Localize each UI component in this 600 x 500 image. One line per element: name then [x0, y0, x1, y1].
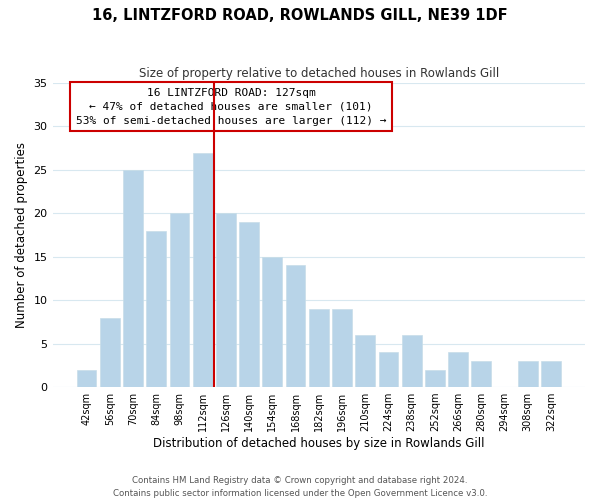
Bar — [216, 214, 236, 387]
Bar — [170, 214, 190, 387]
Bar — [262, 257, 282, 387]
Bar — [193, 152, 212, 387]
Bar — [332, 309, 352, 387]
Bar — [239, 222, 259, 387]
Title: Size of property relative to detached houses in Rowlands Gill: Size of property relative to detached ho… — [139, 68, 499, 80]
Bar — [100, 318, 119, 387]
Bar — [146, 230, 166, 387]
Bar — [448, 352, 468, 387]
Bar — [425, 370, 445, 387]
Bar — [355, 335, 375, 387]
Bar — [379, 352, 398, 387]
Text: Contains HM Land Registry data © Crown copyright and database right 2024.
Contai: Contains HM Land Registry data © Crown c… — [113, 476, 487, 498]
Text: 16 LINTZFORD ROAD: 127sqm
← 47% of detached houses are smaller (101)
53% of semi: 16 LINTZFORD ROAD: 127sqm ← 47% of detac… — [76, 88, 386, 126]
Bar — [286, 266, 305, 387]
Y-axis label: Number of detached properties: Number of detached properties — [15, 142, 28, 328]
Text: 16, LINTZFORD ROAD, ROWLANDS GILL, NE39 1DF: 16, LINTZFORD ROAD, ROWLANDS GILL, NE39 … — [92, 8, 508, 22]
Bar — [541, 361, 561, 387]
Bar — [309, 309, 329, 387]
Bar — [402, 335, 422, 387]
Bar — [77, 370, 97, 387]
Bar — [472, 361, 491, 387]
X-axis label: Distribution of detached houses by size in Rowlands Gill: Distribution of detached houses by size … — [153, 437, 485, 450]
Bar — [123, 170, 143, 387]
Bar — [518, 361, 538, 387]
